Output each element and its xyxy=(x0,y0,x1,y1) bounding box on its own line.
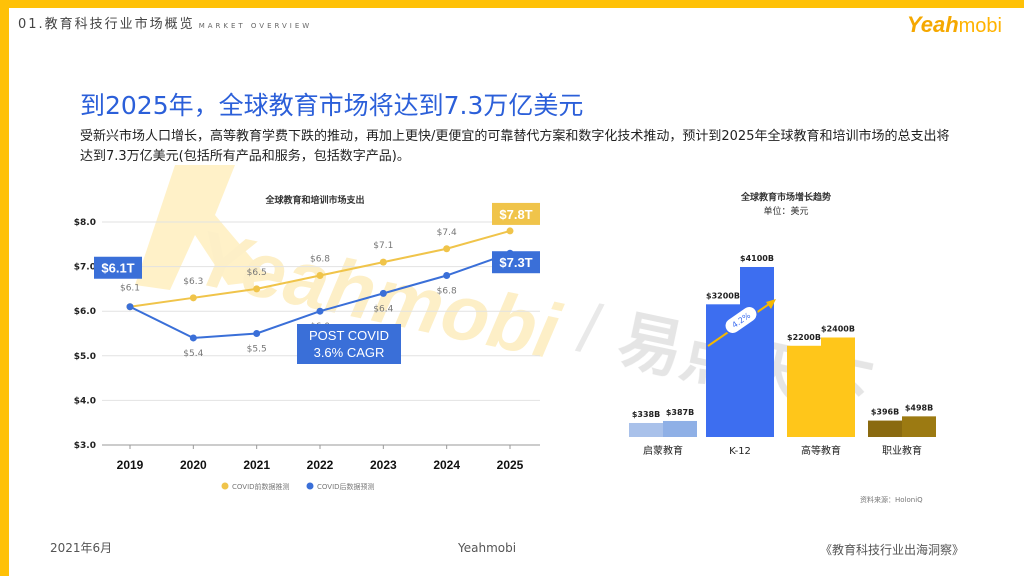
data-label: $7.1 xyxy=(373,241,393,251)
data-point xyxy=(189,334,197,342)
bar-chart: 全球教育市场增长趋势 单位：美元 $338B $387B 启蒙教育 $3200B $41… xyxy=(629,191,936,504)
line-chart-data-labels: $6.1 $6.3 $6.5 $6.8 $7.1 $7.4 $7.8T $6.1T $5.4 $5… xyxy=(94,202,540,359)
line-chart-title: 全球教育和培训市场支出 xyxy=(264,194,364,206)
data-label: $6.8 xyxy=(310,255,330,265)
callout-label: $6.1T xyxy=(101,261,134,276)
left-accent-bar xyxy=(0,0,9,576)
brand-logo: Yeahmobi xyxy=(907,12,1002,38)
bar xyxy=(740,267,774,437)
data-point xyxy=(506,227,514,235)
line-chart-y-ticks: $3.0 $4.0 $5.0 $6.0 $7.0 $8.0 xyxy=(74,218,96,451)
y-tick-label: $5.0 xyxy=(74,352,96,362)
callout-label: $7.8T xyxy=(499,207,532,222)
growth-badge xyxy=(724,305,758,335)
data-label: $5.4 xyxy=(183,349,203,359)
bar-value-label: $3200B xyxy=(706,291,740,300)
data-label: $6.3 xyxy=(183,277,203,287)
callout-box xyxy=(492,202,540,225)
data-point xyxy=(316,307,324,315)
category-label: 高等教育 xyxy=(801,444,841,457)
x-tick-label: 2019 xyxy=(117,458,144,472)
data-label: $6.4 xyxy=(373,304,393,314)
page-description: 受新兴市场人口增长，高等教育学费下跌的推动，再加上更快/更便宜的可靠替代方案和数… xyxy=(80,129,950,164)
y-tick-label: $3.0 xyxy=(74,441,96,451)
bar-value-label: $2400B xyxy=(821,324,855,333)
x-tick-label: 2025 xyxy=(497,458,524,472)
data-label: $6.5 xyxy=(247,268,267,278)
bar xyxy=(868,420,902,437)
data-point xyxy=(316,272,324,280)
watermark-logo-shape xyxy=(135,165,270,290)
bar-value-label: $387B xyxy=(666,408,694,417)
data-point xyxy=(443,272,451,280)
x-tick-label: 2021 xyxy=(243,458,270,472)
x-tick-label: 2023 xyxy=(370,458,397,472)
bar-value-label: $4100B xyxy=(740,254,774,263)
top-accent-bar xyxy=(0,0,1024,8)
bar-chart-bars: $338B $387B 启蒙教育 $3200B $4100B K-12 $2200B$240… xyxy=(629,254,936,457)
watermark-slash: / xyxy=(572,288,608,368)
logo-main-text: Yeah xyxy=(906,12,959,37)
data-point xyxy=(443,245,451,253)
bar-chart-title: 全球教育市场增长趋势 xyxy=(740,191,831,203)
cagr-annotation: POST COVID 3.6% CAGR xyxy=(297,324,401,364)
data-point xyxy=(379,289,387,297)
data-point xyxy=(379,258,387,266)
category-label: K-12 xyxy=(729,446,751,457)
line-chart: 全球教育和培训市场支出 $3.0 $4.0 $5.0 $6.0 $7.0 $8.0 201… xyxy=(74,194,540,491)
growth-annotation: 4.2% xyxy=(707,299,776,347)
callout-box xyxy=(492,251,540,274)
cagr-line1: POST COVID xyxy=(309,328,389,343)
bar-value-label: $498B xyxy=(905,403,933,412)
x-tick-label: 2024 xyxy=(433,458,460,472)
data-label: $5.5 xyxy=(247,345,267,355)
cagr-box xyxy=(297,324,401,364)
footer-report-title: 《教育科技行业出海洞察》 xyxy=(820,543,965,557)
bar-value-label: $396B xyxy=(871,408,899,417)
legend-marker xyxy=(306,482,314,490)
x-tick-label: 2022 xyxy=(307,458,334,472)
bar xyxy=(787,345,821,437)
bar xyxy=(663,420,697,437)
data-label: $7.4 xyxy=(437,228,457,238)
footer-date: 2021年6月 xyxy=(50,541,113,555)
y-tick-label: $8.0 xyxy=(74,218,96,228)
data-point xyxy=(253,330,261,337)
legend-label: COVID前数据推测 xyxy=(232,482,290,491)
category-label: 职业教育 xyxy=(882,444,922,457)
legend-label: COVID后数据预测 xyxy=(317,482,375,491)
bar-chart-subtitle: 单位：美元 xyxy=(763,205,808,217)
cagr-line2: 3.6% CAGR xyxy=(314,345,385,360)
data-label: $6.8 xyxy=(437,287,457,297)
footer-brand: Yeahmobi xyxy=(458,541,517,555)
logo-sub-text: mobi xyxy=(958,15,1002,37)
line-chart-x-ticks: 2019 2020 2021 2022 2023 2024 2025 xyxy=(117,445,524,472)
callout-label: $7.3T xyxy=(499,255,532,270)
data-source: 资料来源：HoloniQ xyxy=(860,495,923,504)
bar xyxy=(629,422,663,437)
data-point xyxy=(189,294,197,302)
y-tick-label: $4.0 xyxy=(74,396,96,406)
bar xyxy=(902,416,936,437)
bar-value-label: $2200B xyxy=(787,333,821,342)
x-tick-label: 2020 xyxy=(180,458,207,472)
bar-value-label: $338B xyxy=(632,410,660,419)
page-headline: 到2025年，全球教育市场将达到7.3万亿美元 xyxy=(80,91,584,120)
section-title-cn: 01.教育科技行业市场概览 xyxy=(18,17,195,32)
category-label: 启蒙教育 xyxy=(643,444,683,457)
legend-marker xyxy=(221,482,229,490)
line-chart-grid xyxy=(102,221,540,446)
y-tick-label: $6.0 xyxy=(74,307,96,317)
y-tick-label: $7.0 xyxy=(74,263,96,273)
growth-arrow-head xyxy=(766,299,776,309)
line-chart-legend: COVID前数据推测 COVID后数据预测 xyxy=(221,482,375,491)
callout-box xyxy=(94,256,142,279)
section-title-en: MARKET OVERVIEW xyxy=(198,22,313,30)
data-point xyxy=(253,285,261,293)
data-point xyxy=(126,303,134,311)
data-label: $6.1 xyxy=(120,284,140,294)
bar xyxy=(821,337,855,437)
section-title: 01.教育科技行业市场概览 MARKET OVERVIEW xyxy=(18,13,312,32)
